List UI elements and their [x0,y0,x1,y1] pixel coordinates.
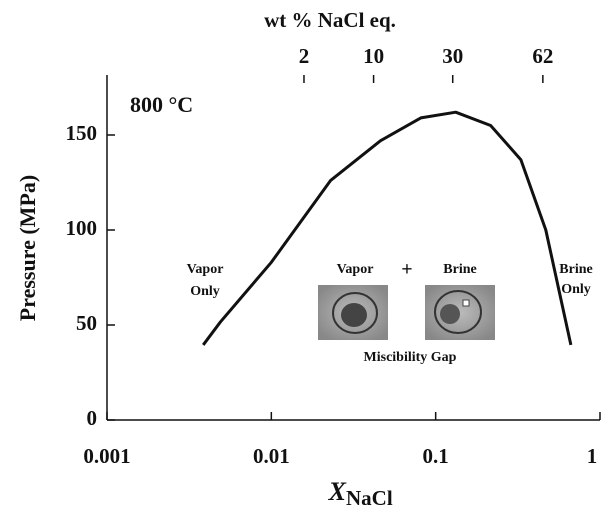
top-tick-label: 30 [442,44,463,68]
y-tick-label: 0 [87,406,98,430]
y-tick-label: 150 [66,121,98,145]
top-tick-label: 2 [299,44,310,68]
annotation: Miscibility Gap [364,350,457,365]
annotation: + [401,259,412,281]
top-tick-label: 10 [363,44,384,68]
y-tick-label: 100 [66,216,98,240]
y-axis-label: Pressure (MPa) [15,175,40,321]
top-axis-label: wt % NaCl eq. [264,8,396,32]
annotation: Brine [443,262,476,277]
annotation: Brine [559,262,592,277]
annotation: Only [190,284,220,299]
top-tick-label: 62 [532,44,553,68]
x-tick-label: 0.1 [423,444,449,468]
annotation: Vapor [187,262,224,277]
x-tick-label: 1 [587,444,598,468]
x-axis-label-sub: NaCl [346,486,393,510]
y-tick-label: 50 [76,311,97,335]
x-tick-label: 0.001 [83,444,130,468]
x-tick-label: 0.01 [253,444,290,468]
annotation: Only [561,282,591,297]
temperature-label: 800 °C [130,92,193,117]
inclusion-photos [318,285,495,340]
annotation: Vapor [337,262,374,277]
curve [202,110,573,346]
x-axis-label: X [328,477,347,506]
